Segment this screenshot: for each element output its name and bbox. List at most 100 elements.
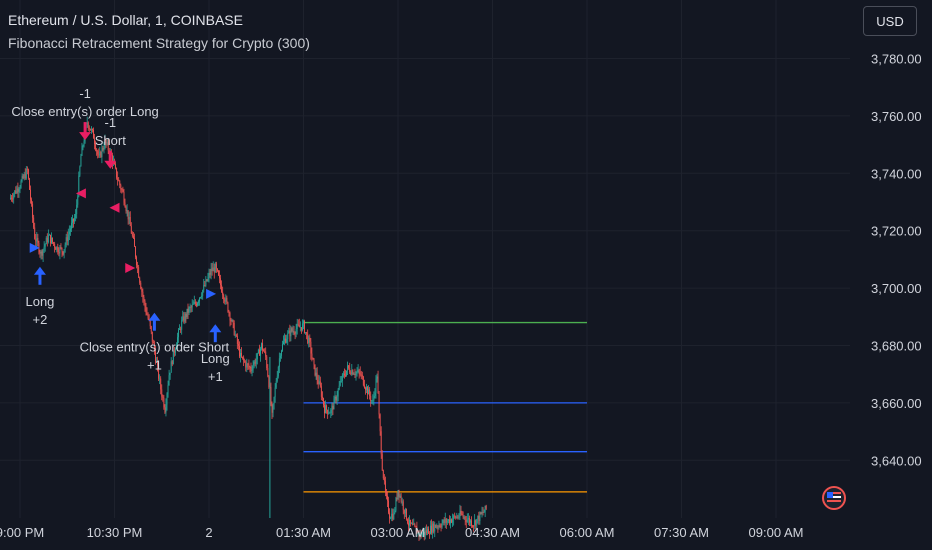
y-tick-label: 3,660.00 (871, 396, 922, 411)
candle-body (384, 480, 386, 493)
candle-body (371, 400, 373, 402)
candle-body (457, 516, 459, 518)
candle-body (424, 530, 426, 536)
currency-button[interactable]: USD (863, 6, 917, 36)
candle-body (21, 176, 23, 182)
candle-body (417, 531, 419, 534)
candle-body (374, 392, 376, 396)
candle-body (401, 501, 403, 503)
candle-body (363, 385, 365, 388)
candle-body (411, 523, 413, 525)
candle-body (450, 519, 451, 524)
y-tick-label: 3,680.00 (871, 339, 922, 354)
candle-body (31, 199, 32, 204)
x-tick-label: 09:00 AM (749, 525, 804, 540)
candle-body (221, 285, 223, 292)
candle-body (485, 505, 487, 509)
candle-body (452, 519, 454, 523)
candle-body (136, 257, 137, 266)
candle-body (416, 527, 418, 534)
candle-body (463, 516, 465, 518)
grid-lines (0, 0, 850, 518)
candle-body (326, 405, 328, 410)
candle-body (347, 365, 349, 371)
candle-body (479, 512, 481, 521)
candle-body (148, 318, 150, 320)
candle-body (404, 508, 406, 514)
candle-body (74, 218, 76, 222)
trade-annotation: Long +1 (201, 324, 230, 384)
candle-body (187, 308, 189, 313)
candle-body (40, 251, 42, 254)
candle-body (382, 470, 384, 479)
candle-body (405, 508, 407, 520)
candle-body (420, 532, 422, 537)
trade-annotation: Close entry(s) order Short +1 (80, 312, 230, 373)
candle-body (285, 338, 287, 343)
candle-body (92, 128, 93, 130)
candle-body (144, 300, 146, 307)
candle-body (124, 202, 126, 208)
candle-body (197, 302, 198, 306)
candle-body (171, 361, 173, 365)
signal-triangle (75, 188, 86, 199)
candle-body (466, 519, 468, 522)
candle-body (155, 351, 156, 362)
candle-body (271, 404, 273, 413)
candle-body (421, 534, 423, 537)
candle-body (14, 190, 16, 195)
candle-body (330, 409, 332, 413)
candle-body (51, 237, 52, 244)
candle-body (431, 525, 433, 533)
candle-body (72, 218, 73, 223)
candle-body (151, 331, 153, 342)
candle-body (350, 372, 352, 375)
candle-body (314, 364, 316, 376)
candle-body (351, 370, 353, 375)
candle-body (142, 291, 144, 298)
candle-body (449, 519, 450, 524)
candle-body (22, 176, 24, 179)
candle-body (464, 516, 466, 520)
y-tick-label: 3,720.00 (871, 224, 922, 239)
candle-body (243, 357, 245, 361)
candle-body (131, 233, 133, 236)
candle-body (332, 405, 334, 410)
candle-body (287, 333, 289, 340)
long-label: Long (201, 351, 230, 366)
y-tick-label: 3,740.00 (871, 166, 922, 181)
candle-body (278, 358, 280, 367)
candle-body (53, 242, 55, 244)
candle-body (117, 177, 119, 181)
candle-body (383, 478, 385, 481)
indicator-title[interactable]: Fibonacci Retracement Strategy for Crypt… (8, 35, 310, 51)
candle-body (311, 353, 313, 358)
candle-body (334, 396, 336, 399)
candle-body (432, 523, 434, 533)
candle-body (319, 381, 321, 387)
candle-body (153, 343, 155, 352)
x-tick-label: 9:00 PM (0, 525, 44, 540)
us-flag-icon[interactable] (822, 486, 846, 510)
candle-body (203, 284, 205, 291)
candle-body (335, 396, 337, 401)
candle-body (291, 328, 293, 332)
candle-body (254, 361, 256, 364)
candle-body (76, 204, 78, 215)
candle-body (297, 324, 299, 326)
candle-body (323, 398, 324, 405)
candle-body (214, 263, 216, 273)
candle-body (279, 355, 281, 359)
candle-body (116, 167, 118, 178)
candle-body (82, 145, 84, 147)
candle-body (414, 523, 416, 527)
candle-body (251, 370, 253, 372)
candle-body (281, 350, 282, 356)
x-tick-label: 10:30 PM (87, 525, 143, 540)
candle-body (264, 351, 266, 353)
candle-body (32, 203, 34, 218)
candle-body (355, 372, 357, 375)
candle-body (239, 345, 240, 357)
candle-body (103, 147, 105, 150)
